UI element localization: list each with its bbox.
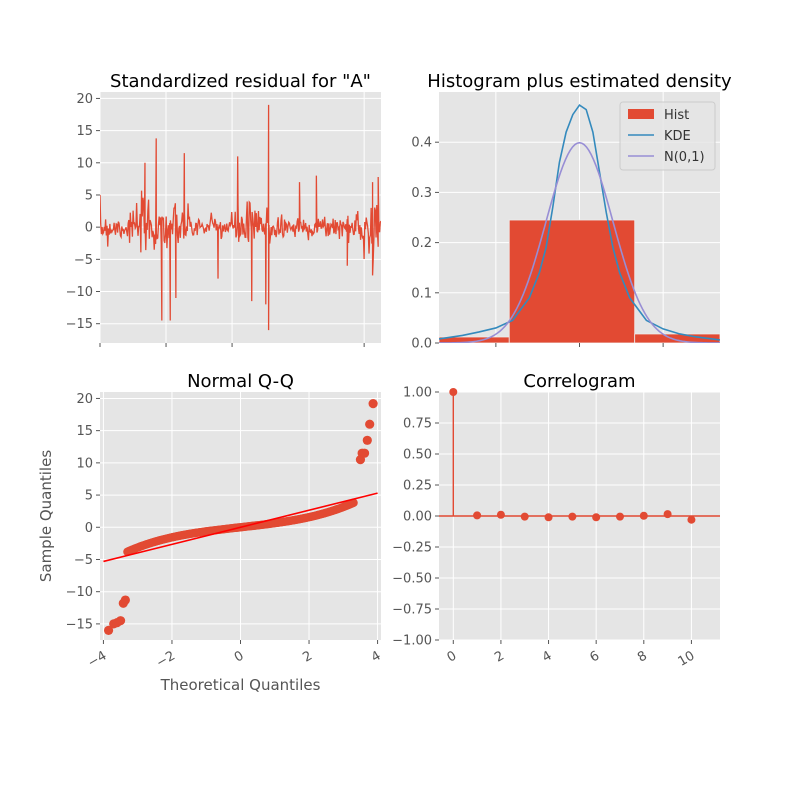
qq-ytick-label: 20	[76, 392, 93, 407]
hist-ytick-label: 0.0	[411, 337, 432, 352]
legend-swatch-hist	[628, 109, 654, 119]
qq-point	[365, 419, 375, 429]
acf-ytick-label: 0.75	[403, 417, 432, 432]
acf-point	[687, 515, 696, 524]
hist-ytick-label: 0.1	[411, 286, 432, 301]
acf-point	[568, 512, 577, 521]
qq-xtick-label: 4	[369, 648, 384, 665]
acf-ytick-label: −1.00	[392, 634, 432, 649]
qq-ytick-label: −10	[66, 585, 93, 600]
acf-xtick-label: 2	[492, 648, 507, 665]
qq-xtick-label: 0	[232, 648, 247, 665]
acf-point	[473, 511, 482, 520]
qq-point	[368, 398, 378, 409]
acf-point	[663, 510, 672, 519]
qq-ytick-label: 0	[85, 521, 93, 536]
acf-ytick-label: −0.50	[392, 572, 432, 587]
qq-point	[362, 435, 372, 445]
kde-line	[439, 103, 720, 341]
hist-ytick-label: 0.3	[411, 186, 432, 201]
resid-ytick-label: 5	[85, 188, 93, 203]
acf-point	[592, 513, 601, 522]
acf-ytick-label: 0.50	[403, 448, 432, 463]
acf-point	[496, 510, 505, 519]
hist-bar	[508, 219, 636, 343]
acf-xtick-label: 8	[635, 648, 650, 665]
resid-ytick-label: 20	[76, 92, 93, 107]
acf-axes: −1.00 −0.75 −0.50 −0.25 0.00 0.25 0.50 0.75 1.00…	[392, 371, 720, 670]
residual-line	[100, 104, 381, 331]
qq-ytick-label: 5	[85, 489, 93, 504]
acf-xtick-label: 0	[445, 648, 460, 665]
qq-xlabel: Theoretical Quantiles	[160, 676, 321, 694]
legend-label: Hist	[664, 108, 689, 123]
qq-axes: −15 −10 −5 0 5 10 15 20 −4 −2 0 2 4 Normal Q-Q Theoret…	[37, 371, 384, 694]
resid-ytick-label: 0	[85, 221, 93, 236]
qq-title: Normal Q-Q	[187, 371, 294, 392]
acf-point	[639, 511, 648, 520]
acf-point	[544, 513, 553, 522]
acf-ytick-label: 0.25	[403, 479, 432, 494]
qq-ytick-label: 10	[76, 456, 93, 471]
legend-label: KDE	[664, 129, 691, 144]
acf-point	[615, 512, 624, 521]
legend-label: N(0,1)	[664, 150, 705, 165]
acf-ytick-label: −0.25	[392, 541, 432, 556]
acf-xtick-label: 4	[540, 648, 555, 665]
qq-ytick-label: −5	[74, 553, 93, 568]
acf-xtick-label: 6	[587, 648, 602, 665]
qq-xtick-label: −4	[85, 648, 109, 671]
qq-point	[120, 595, 130, 605]
resid-ytick-label: −10	[66, 285, 93, 300]
qq-ytick-label: −15	[66, 617, 93, 632]
resid-ytick-label: −5	[74, 253, 93, 268]
acf-ytick-label: 1.00	[403, 386, 432, 401]
qq-xtick-label: −2	[154, 648, 178, 671]
qq-point	[359, 448, 370, 458]
resid-ytick-label: 10	[76, 156, 93, 171]
acf-point	[449, 388, 458, 396]
qq-point	[103, 625, 114, 635]
qq-xtick-label: 2	[300, 648, 315, 665]
resid-axes: −15 −10 −5 0 5 10 15 20 Standardized residual fo…	[66, 71, 381, 347]
qq-point	[349, 498, 358, 507]
acf-xtick-label: 10	[676, 648, 698, 669]
acf-point	[520, 512, 529, 521]
qq-reference-line	[103, 492, 378, 563]
acf-title: Correlogram	[523, 371, 635, 392]
acf-ytick-label: 0.00	[403, 510, 432, 525]
resid-ytick-label: 15	[76, 124, 93, 139]
acf-ytick-label: −0.75	[392, 603, 432, 618]
hist-axes: 0.0 0.1 0.2 0.3 0.4 Histogram plus estimated …	[411, 71, 732, 352]
hist-ytick-label: 0.2	[411, 236, 432, 251]
resid-title: Standardized residual for "A"	[110, 71, 371, 92]
qq-ylabel: Sample Quantiles	[37, 450, 55, 582]
hist-ytick-label: 0.4	[411, 136, 432, 151]
qq-point	[115, 616, 126, 626]
hist-title: Histogram plus estimated density	[427, 71, 732, 92]
qq-ytick-label: 15	[76, 424, 93, 439]
resid-plot-area	[100, 92, 381, 343]
normal-density-line	[439, 141, 720, 343]
resid-ytick-label: −15	[66, 317, 93, 332]
